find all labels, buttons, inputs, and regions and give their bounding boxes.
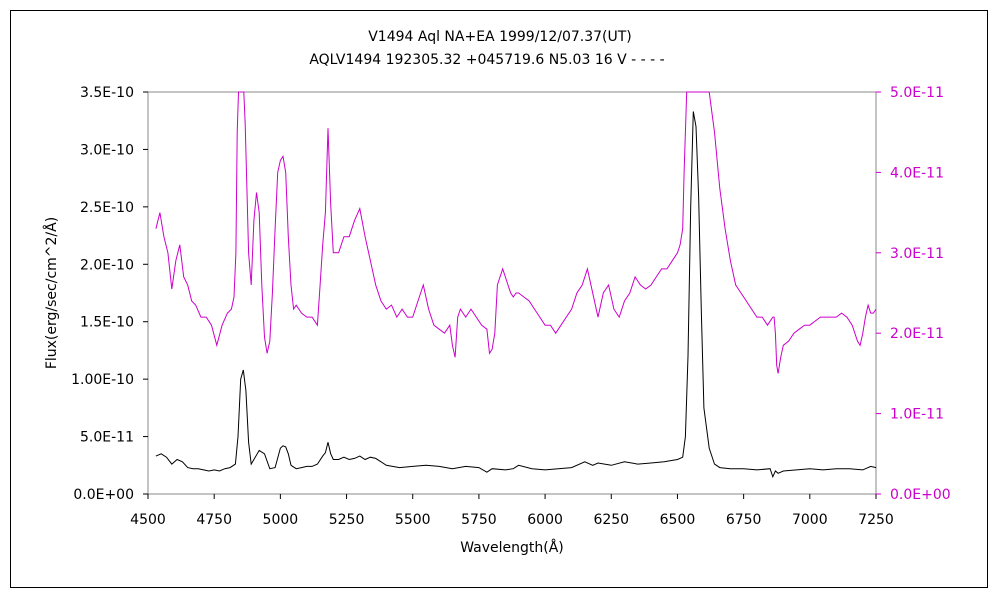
x-tick-label: 7250 [858,512,894,528]
y-right-tick-label: 4.0E-11 [890,165,944,181]
chart-title: V1494 Aql NA+EA 1999/12/07.37(UT) [368,29,632,45]
y-right-tick-label: 5.0E-11 [890,85,944,101]
y-right-tick-label: 1.0E-11 [890,407,944,423]
chart-subtitle: AQLV1494 192305.32 +045719.6 N5.03 16 V … [309,52,664,68]
x-axis-ticks: 4500 4750 5000 5250 5500 5750 6000 6250 6500 6750… [130,494,894,528]
y-left-tick-label: 1.5E-10 [80,315,134,331]
y-left-tick-label: 3.5E-10 [80,85,134,101]
x-tick-label: 4500 [130,512,166,528]
y-axis-right-ticks: 0.0E+00 1.0E-11 2.0E-11 3.0E-11 4.0E-11 5.0E-… [876,85,951,503]
x-tick-label: 5500 [395,512,431,528]
plot-area [147,91,877,495]
y-right-tick-label: 2.0E-11 [890,326,944,342]
y-left-tick-label: 5.0E-11 [80,430,134,446]
x-tick-label: 6500 [660,512,696,528]
x-tick-label: 6750 [726,512,762,528]
y-axis-label: Flux(erg/sec/cm^2/Å) [43,217,60,369]
y-right-tick-label: 0.0E+00 [890,487,951,503]
x-tick-label: 4750 [196,512,232,528]
x-tick-label: 6250 [593,512,629,528]
series-layer [155,91,877,479]
x-axis-label: Wavelength(Å) [460,539,564,556]
y-axis-left-ticks: 0.0E+00 5.0E-11 1.00E-10 1.5E-10 2.0E-10 2.5E… [71,85,148,503]
chart-frame [10,10,988,588]
y-left-tick-label: 0.0E+00 [73,487,134,503]
x-tick-label: 5250 [329,512,365,528]
x-tick-label: 5750 [461,512,497,528]
y-left-tick-label: 1.00E-10 [71,372,134,388]
x-tick-label: 7000 [792,512,828,528]
series-line-magenta [155,91,877,374]
y-right-tick-label: 3.0E-11 [890,246,944,262]
x-tick-label: 6000 [527,512,563,528]
y-left-tick-label: 2.5E-10 [80,200,134,216]
series-line-black [155,111,877,479]
x-tick-label: 5000 [263,512,299,528]
y-left-tick-label: 2.0E-10 [80,257,134,273]
y-left-tick-label: 3.0E-10 [80,142,134,158]
